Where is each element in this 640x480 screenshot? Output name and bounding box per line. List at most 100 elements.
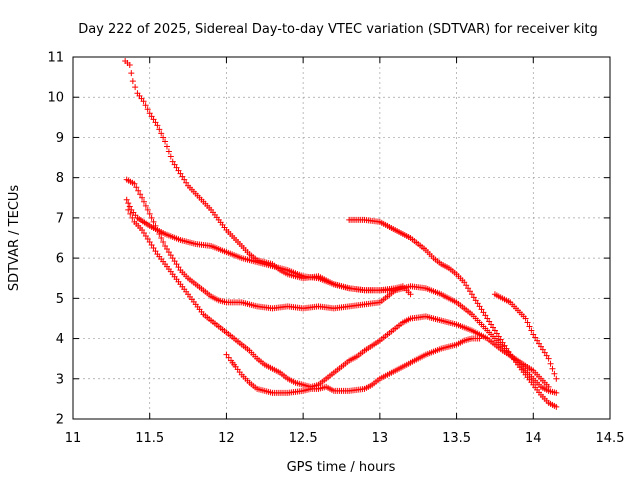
data-point: [482, 312, 489, 319]
series-track-3: [123, 196, 406, 294]
data-point: [169, 158, 176, 165]
data-point: [133, 184, 140, 191]
data-point: [129, 78, 136, 85]
data-point: [488, 321, 495, 328]
data-point: [125, 206, 132, 213]
data-markers: [122, 58, 560, 410]
data-point: [150, 218, 157, 225]
data-point: [183, 179, 190, 186]
data-point: [553, 375, 560, 382]
data-point: [148, 214, 155, 221]
data-point: [524, 319, 531, 326]
x-tick-label: 13: [372, 431, 389, 446]
data-point: [480, 309, 487, 316]
x-tick-label: 14.5: [596, 431, 625, 446]
x-tick-label: 14: [525, 431, 542, 446]
data-point: [126, 203, 133, 210]
y-tick-label: 11: [47, 51, 64, 66]
data-point: [505, 348, 512, 355]
data-point: [148, 113, 155, 120]
y-tick-label: 5: [56, 292, 64, 307]
grid: [73, 57, 610, 419]
data-point: [461, 279, 468, 286]
data-point: [474, 300, 481, 307]
data-point: [165, 148, 172, 155]
data-point: [543, 352, 550, 359]
data-point: [223, 351, 230, 358]
x-tick-label: 12.5: [289, 431, 318, 446]
data-point: [539, 346, 546, 353]
data-point: [148, 242, 155, 249]
data-point: [490, 324, 497, 331]
data-point: [173, 164, 180, 171]
data-point: [553, 389, 560, 396]
y-tick-label: 8: [56, 171, 64, 186]
data-point: [537, 343, 544, 350]
data-point: [142, 232, 149, 239]
data-point: [528, 327, 535, 334]
axis-ticks: 11 11.5 12 12.5 13 13.5 14 14.5 2 3 4 5 6 7 8 9 10 11: [47, 51, 624, 447]
data-point: [142, 202, 149, 209]
data-point: [484, 315, 491, 322]
data-point: [547, 360, 554, 367]
x-tick-label: 11.5: [135, 431, 164, 446]
data-point: [497, 336, 504, 343]
x-tick-label: 13.5: [442, 431, 471, 446]
y-tick-label: 3: [56, 372, 64, 387]
data-point: [162, 138, 169, 145]
data-point: [181, 176, 188, 183]
data-point: [478, 306, 485, 313]
y-tick-label: 6: [56, 252, 64, 267]
data-point: [499, 339, 506, 346]
data-point: [476, 303, 483, 310]
data-point: [486, 318, 493, 325]
data-point: [144, 236, 151, 243]
data-point: [399, 285, 406, 292]
data-point: [472, 297, 479, 304]
data-point: [526, 323, 533, 330]
y-tick-label: 9: [56, 131, 64, 146]
data-point: [407, 291, 414, 298]
data-point: [495, 333, 502, 340]
data-point: [123, 196, 130, 203]
series-track-7: [491, 291, 560, 382]
data-point: [551, 370, 558, 377]
data-point: [129, 214, 136, 221]
data-point: [154, 122, 161, 129]
data-point: [179, 173, 186, 180]
data-point: [146, 210, 153, 217]
y-axis-label: SDTVAR / TECUs: [7, 185, 22, 292]
data-point: [175, 264, 182, 271]
data-point: [152, 119, 159, 126]
data-point: [532, 334, 539, 341]
plot-frame: [72, 56, 611, 420]
data-point: [503, 345, 510, 352]
data-point: [470, 294, 477, 301]
data-point: [545, 355, 552, 362]
data-point: [468, 291, 475, 298]
data-point: [466, 288, 473, 295]
data-point: [463, 282, 470, 289]
data-point: [139, 226, 146, 233]
data-point: [150, 245, 157, 252]
data-point: [135, 187, 142, 194]
data-point: [171, 258, 178, 265]
data-point: [167, 252, 174, 259]
data-point: [549, 365, 556, 372]
series-track-6: [346, 216, 560, 410]
data-point: [140, 98, 147, 105]
data-point: [146, 239, 153, 246]
data-point: [131, 180, 138, 187]
data-point: [146, 110, 153, 117]
data-point: [125, 200, 132, 207]
y-tick-label: 7: [56, 211, 64, 226]
data-point: [140, 198, 147, 205]
series-track-5: [223, 335, 483, 396]
data-point: [169, 255, 176, 262]
data-point: [177, 170, 184, 177]
data-point: [225, 354, 232, 361]
data-point: [173, 261, 180, 268]
chart-title: Day 222 of 2025, Sidereal Day-to-day VTE…: [78, 22, 598, 37]
